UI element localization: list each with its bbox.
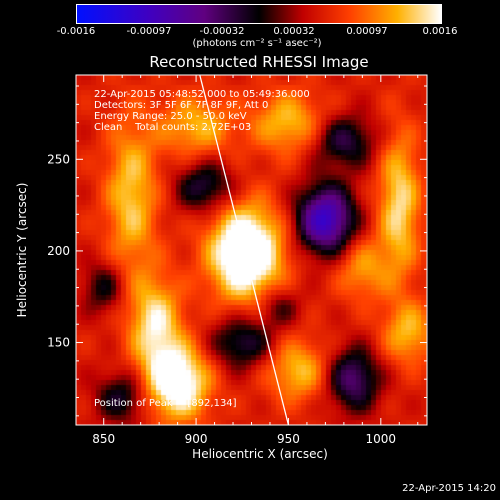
colorbar-tick-label: -0.00097 [126,26,172,37]
axes: 850 900 950 1000 150 200 250 [47,74,428,446]
x-tick-label: 1000 [366,432,397,446]
colorbar-tick-label: -0.0016 [56,26,96,37]
x-tick-label: 900 [185,432,208,446]
heatmap-image [76,75,427,425]
annotation-detectors: Detectors: 3F 5F 6F 7F 8F 9F, Att 0 [94,100,269,111]
annotation-time-range: 22-Apr-2015 05:48:52.000 to 05:49:36.000 [94,89,310,100]
x-tick-label: 950 [277,432,300,446]
colorbar-unit: (photons cm⁻² s⁻¹ asec⁻²) [192,38,322,49]
solar-limb-line [199,74,290,426]
x-axis-label: Heliocentric X (arcsec) [192,447,328,461]
annotation-energy: Energy Range: 25.0 - 50.0 keV [94,111,247,122]
y-axis-label: Heliocentric Y (arcsec) [15,182,29,318]
colorbar-tick-label: -0.00032 [199,26,245,37]
colorbar-ticks: -0.0016 -0.00097 -0.00032 0.00032 0.0009… [0,0,500,60]
chart-title: Reconstructed RHESSI Image [149,53,369,71]
colorbar [76,4,442,24]
annotation-peak-position: Position of Peak = [892,134] [94,398,237,409]
plot-area: 850 900 950 1000 150 200 250 [47,74,428,446]
annotation-clean: Clean Total counts: 2.72E+03 [94,122,252,133]
x-tick-label: 850 [92,432,115,446]
y-tick-label: 200 [47,244,70,258]
y-tick-label: 250 [47,152,70,166]
colorbar-tick-label: 0.00097 [346,26,388,37]
footer-timestamp: 22-Apr-2015 14:20 [402,483,496,494]
y-tick-label: 150 [47,336,70,350]
colorbar-tick-label: 0.0016 [422,26,458,37]
colorbar-tick-label: 0.00032 [273,26,315,37]
